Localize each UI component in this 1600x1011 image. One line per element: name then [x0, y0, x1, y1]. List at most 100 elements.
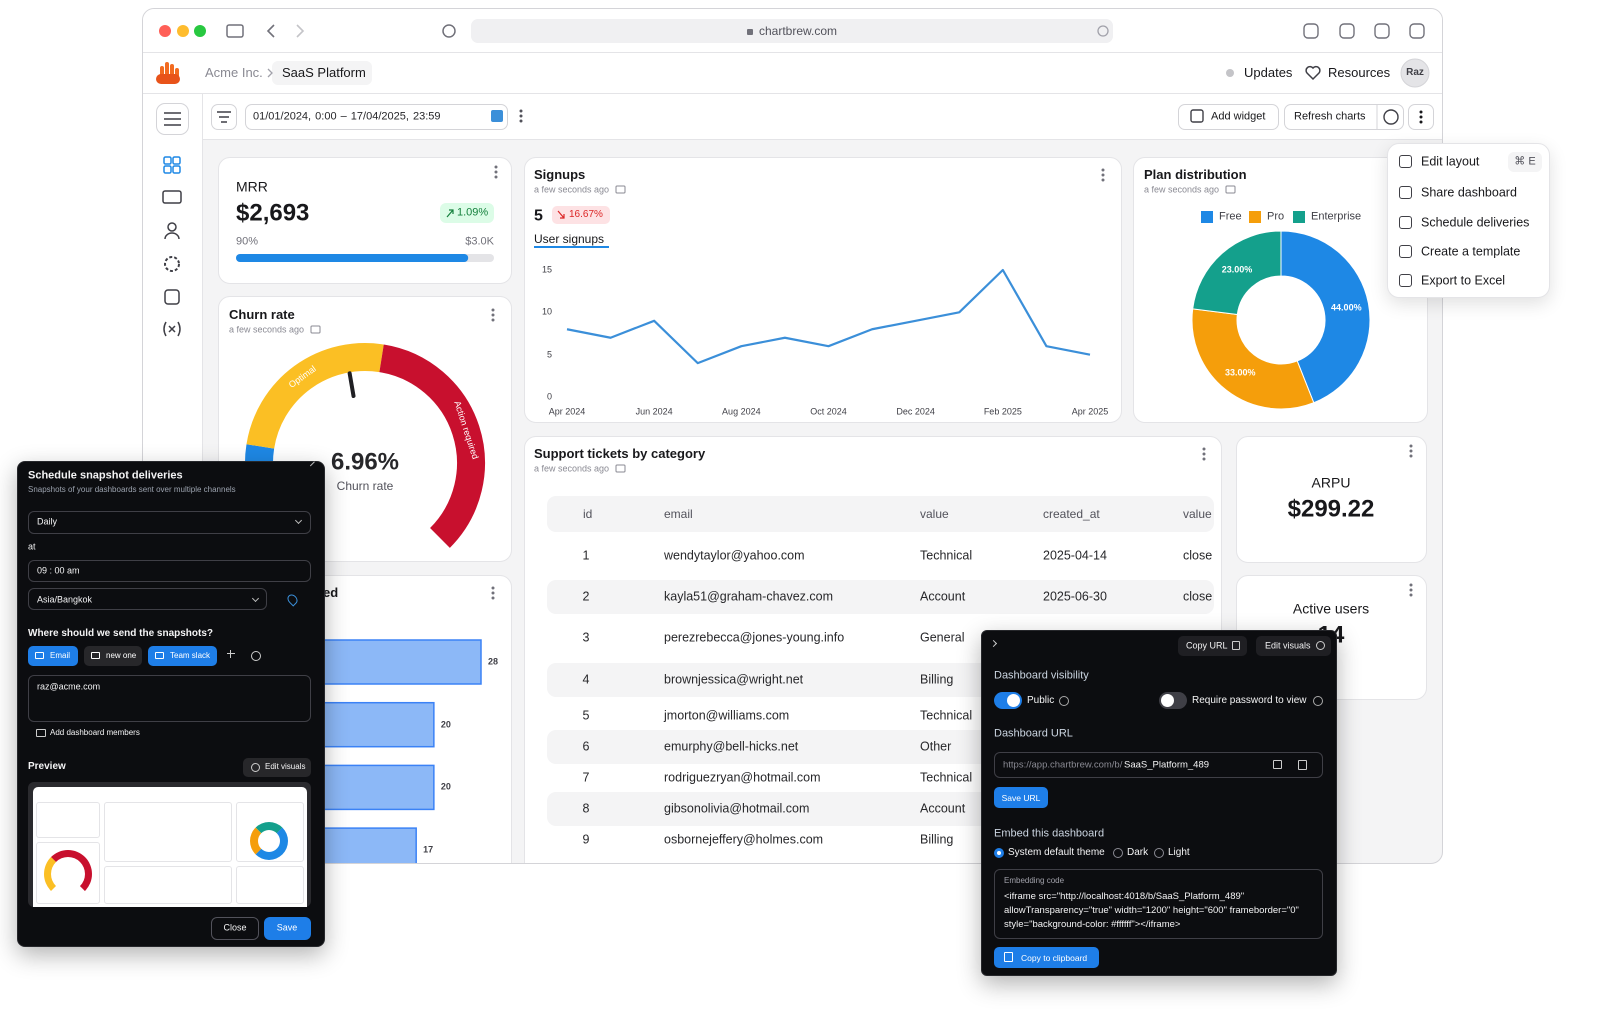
- url-slug: SaaS_Platform_489: [1124, 759, 1210, 771]
- y-tick-label: 15: [541, 264, 552, 275]
- channel-chip[interactable]: [84, 646, 142, 666]
- progress-fill: [236, 254, 469, 262]
- bar: [315, 639, 482, 685]
- table-cell: close: [1183, 548, 1213, 563]
- radio-label: Light: [1168, 847, 1190, 858]
- edit-visuals-button[interactable]: [1256, 636, 1331, 656]
- menu-icon: [1399, 186, 1412, 199]
- menu-item[interactable]: Schedule deliveries: [1421, 215, 1530, 230]
- x-tick-label: Feb 2025: [983, 406, 1022, 417]
- preview-widget: [104, 866, 232, 904]
- legend-swatch: [1249, 211, 1261, 223]
- settings-icon: [1316, 641, 1325, 650]
- kebab-dot: [1202, 457, 1206, 461]
- legend-swatch: [1293, 211, 1305, 223]
- kebab-dot: [1419, 120, 1423, 124]
- table-cell: 3: [582, 630, 590, 645]
- add-widget-button[interactable]: [1178, 104, 1279, 130]
- menu-item[interactable]: Edit layout: [1421, 154, 1480, 169]
- button-label: Edit visuals: [265, 762, 306, 772]
- radio[interactable]: [1113, 848, 1123, 858]
- breadcrumb-pill: [272, 61, 372, 85]
- browser-icon: [1339, 23, 1355, 39]
- x-tick-label: Dec 2024: [896, 406, 935, 417]
- browser-icon: [1303, 23, 1319, 39]
- table-cell: Technical: [920, 548, 973, 563]
- table-cell: gibsonolivia@hotmail.com: [664, 801, 810, 816]
- nav-link: Resources: [1328, 65, 1391, 81]
- channel-chip[interactable]: [148, 646, 217, 666]
- edit-visuals-button[interactable]: [243, 758, 311, 777]
- section-title: Preview: [28, 761, 66, 772]
- kpi-value: $299.22: [1287, 495, 1375, 523]
- preview-widget: [236, 866, 304, 904]
- channel-icon: [91, 652, 100, 659]
- date-range-input: [245, 104, 508, 130]
- x-tick-label: Oct 2024: [810, 406, 847, 417]
- slice-label: 44.00%: [1331, 302, 1362, 313]
- widget-title: Plan distribution: [1144, 167, 1247, 183]
- table-cell: 8: [582, 801, 590, 816]
- monitor-icon: [615, 464, 626, 473]
- table-cell: brownjessica@wright.net: [664, 672, 804, 687]
- more-button[interactable]: [1408, 104, 1434, 130]
- channel-chip[interactable]: [28, 646, 78, 666]
- code-title: Embedding code: [1004, 876, 1065, 886]
- menu-item[interactable]: Create a template: [1421, 244, 1521, 259]
- menu-item[interactable]: Export to Excel: [1421, 273, 1506, 288]
- trend-down-icon: [557, 210, 565, 219]
- save-button[interactable]: [264, 917, 311, 940]
- menu-item[interactable]: Share dashboard: [1421, 185, 1517, 200]
- refresh-button[interactable]: [1284, 104, 1404, 130]
- button-label: Save URL: [1001, 792, 1041, 803]
- monitor-icon: [310, 325, 321, 334]
- toggle-knob: [1161, 694, 1174, 707]
- window-button: [159, 25, 171, 37]
- kpi-value: $2,693: [236, 199, 310, 227]
- gauge-value: 6.96%: [330, 448, 400, 476]
- radio[interactable]: [1154, 848, 1164, 858]
- url-input: [994, 752, 1323, 778]
- breadcrumb: Acme Inc.: [205, 65, 263, 81]
- kebab-dot: [491, 318, 495, 322]
- kebab-dot: [491, 591, 495, 595]
- kebab-dot: [1101, 168, 1105, 172]
- kebab-dot: [1409, 454, 1413, 458]
- copy-icon: [1004, 952, 1013, 962]
- settings-icon: [251, 763, 260, 772]
- save-url-button[interactable]: [994, 787, 1048, 808]
- copy-url-button[interactable]: [1178, 636, 1247, 656]
- bar-value-label: 28: [488, 656, 499, 667]
- table-cell: 2025-06-30: [1043, 589, 1107, 604]
- forward-icon: [296, 24, 305, 38]
- table-cell: General: [920, 630, 965, 645]
- preview-donut: [250, 822, 288, 860]
- x-tick-label: Aug 2024: [722, 406, 761, 417]
- filter-button: [211, 104, 237, 130]
- location-icon: [285, 592, 300, 607]
- table-cell: 2: [582, 589, 590, 604]
- shortcut: ⌘ E: [1514, 155, 1536, 168]
- kebab-dot: [494, 170, 498, 174]
- updated-time: a few seconds ago: [534, 184, 610, 195]
- kebab-dot: [491, 586, 495, 590]
- button-label: Refresh charts: [1294, 110, 1366, 123]
- bar: [315, 701, 435, 748]
- table-cell: Account: [920, 589, 966, 604]
- radio[interactable]: [994, 848, 1004, 858]
- x-tick-label: Jun 2024: [635, 406, 673, 417]
- kebab-dot: [519, 114, 523, 118]
- sidebar-toggle-icon: [226, 24, 244, 38]
- timezone-select: [28, 588, 267, 610]
- table-cell: close: [1183, 589, 1213, 604]
- add-widget-icon: [1190, 109, 1204, 123]
- copy-clipboard-button[interactable]: [994, 947, 1099, 968]
- schedule-dialog: Schedule snapshot deliveries Snapshots of…: [17, 461, 325, 947]
- link: Add dashboard members: [50, 728, 140, 738]
- gauge-band: [379, 344, 485, 548]
- close-button[interactable]: [211, 917, 259, 940]
- table-header: [547, 496, 1214, 532]
- change-value: 1.09%: [457, 206, 489, 219]
- gauge-label: Churn rate: [336, 478, 394, 493]
- integrations-icon: [164, 289, 180, 305]
